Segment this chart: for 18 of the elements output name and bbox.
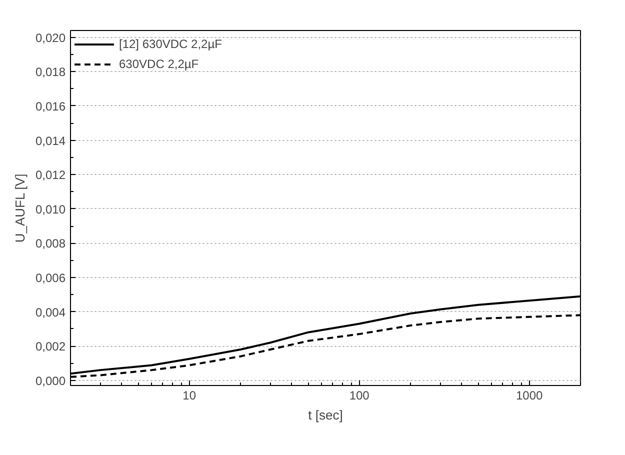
y-tick-label: 0,014 <box>35 134 66 148</box>
x-tick-label: 100 <box>349 388 370 402</box>
y-tick-label: 0,008 <box>35 236 66 251</box>
y-tick-label: 0,012 <box>35 168 66 182</box>
y-tick-label: 0,016 <box>35 99 66 114</box>
x-axis-title: t [sec] <box>308 408 343 422</box>
y-tick-label: 0,002 <box>35 340 66 354</box>
y-tick-label: 0,000 <box>35 374 66 388</box>
x-tick-label: 1000 <box>516 388 543 402</box>
y-tick-label: 0,006 <box>35 270 66 285</box>
y-tick-label: 0,010 <box>35 202 66 216</box>
legend-label: [12] 630VDC 2,2µF <box>119 37 222 51</box>
legend-label: 630VDC 2,2µF <box>119 57 199 71</box>
y-tick-label: 0,018 <box>35 65 66 80</box>
y-tick-label: 0,004 <box>35 305 66 320</box>
y-tick-label: 0,020 <box>35 30 66 45</box>
y-axis-title: U_AUFL [V] <box>12 174 28 243</box>
x-tick-label: 10 <box>182 388 196 402</box>
